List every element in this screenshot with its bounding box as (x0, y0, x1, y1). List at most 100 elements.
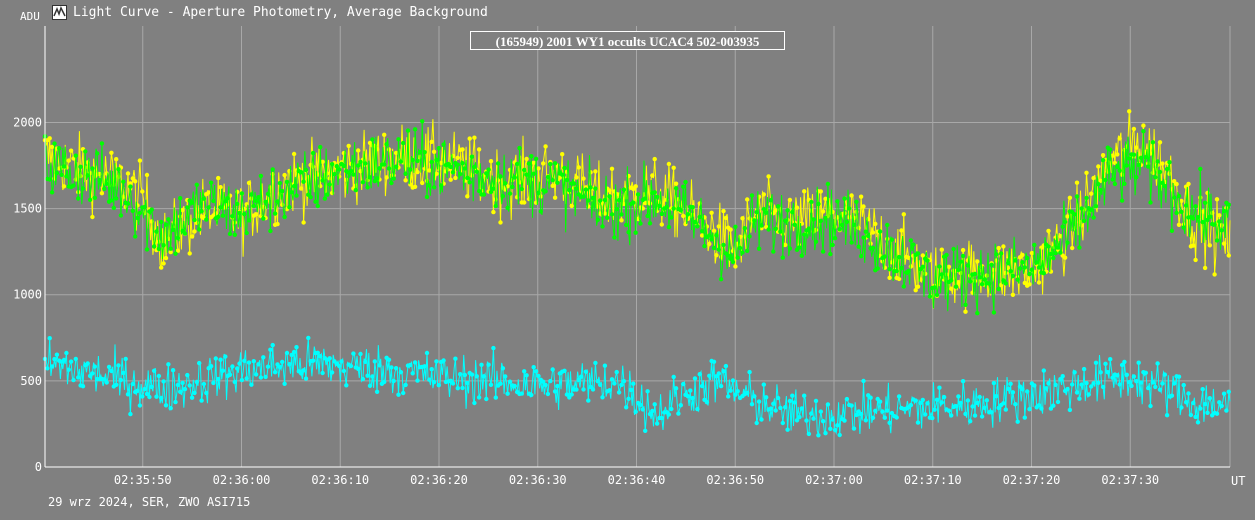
data-point (960, 253, 966, 259)
data-point (315, 203, 320, 209)
data-point (137, 158, 143, 163)
data-point (61, 184, 67, 189)
data-point (1098, 178, 1103, 183)
data-point (1224, 408, 1229, 413)
data-point (1195, 215, 1201, 220)
data-point (1212, 222, 1217, 227)
data-point (1207, 396, 1213, 401)
data-point (1188, 412, 1194, 418)
data-point (548, 161, 553, 167)
data-point (45, 366, 50, 371)
data-point (289, 352, 294, 358)
data-point (118, 377, 124, 383)
y-tick-label: 1000 (13, 288, 42, 302)
data-point (377, 363, 382, 368)
data-point (792, 400, 797, 405)
data-point (474, 374, 479, 379)
data-point (1176, 374, 1182, 379)
data-point (1146, 385, 1151, 391)
data-point (282, 172, 287, 178)
data-point (1051, 403, 1056, 408)
data-point (1105, 370, 1111, 375)
data-point (1110, 153, 1115, 158)
data-point (1219, 403, 1224, 409)
data-point (699, 233, 705, 238)
data-point (211, 198, 216, 204)
data-point (737, 245, 743, 251)
data-point (1072, 370, 1077, 375)
data-point (1091, 381, 1096, 386)
data-point (491, 345, 496, 351)
data-point (204, 390, 209, 396)
data-point (989, 262, 994, 267)
data-point (965, 398, 971, 403)
data-point (1036, 265, 1042, 270)
data-point (503, 374, 508, 379)
data-point (154, 394, 159, 399)
data-point (593, 360, 598, 366)
data-point (356, 366, 361, 372)
data-point (965, 263, 971, 268)
data-point (889, 237, 895, 242)
data-point (766, 174, 771, 179)
data-point (109, 368, 114, 374)
data-point (550, 183, 555, 188)
data-point (284, 179, 290, 185)
data-point (799, 253, 804, 258)
data-point (505, 205, 510, 211)
data-point (593, 186, 598, 191)
data-point (820, 419, 826, 424)
data-point (949, 413, 954, 418)
data-point (711, 359, 717, 364)
data-point (151, 368, 157, 373)
data-point (187, 251, 192, 256)
data-point (227, 231, 233, 237)
data-point (657, 203, 662, 209)
data-point (472, 164, 477, 170)
data-point (766, 227, 771, 232)
data-point (291, 184, 297, 189)
data-point (1119, 172, 1125, 177)
data-point (882, 415, 887, 420)
data-point (121, 179, 126, 184)
x-tick-label: 02:36:50 (706, 473, 764, 487)
data-point (408, 362, 413, 368)
data-point (1162, 184, 1168, 189)
data-point (529, 154, 534, 159)
data-point (1079, 206, 1084, 211)
data-point (531, 365, 536, 370)
data-point (1001, 401, 1006, 406)
data-point (135, 388, 140, 393)
data-point (612, 381, 617, 386)
data-point (740, 250, 745, 255)
data-point (351, 351, 356, 356)
data-point (880, 409, 885, 414)
data-point (949, 278, 954, 283)
data-point (377, 166, 382, 171)
data-point (697, 372, 702, 377)
data-point (128, 181, 133, 186)
data-point (728, 227, 733, 232)
data-point (116, 363, 121, 368)
data-point (208, 364, 214, 369)
data-point (472, 400, 477, 406)
data-point (775, 204, 781, 209)
data-point (683, 179, 688, 185)
data-point (258, 375, 264, 380)
data-point (422, 150, 427, 155)
data-point (595, 217, 600, 222)
data-point (453, 356, 458, 361)
data-point (287, 205, 292, 210)
data-point (422, 364, 427, 369)
data-point (863, 229, 868, 234)
data-point (372, 359, 377, 364)
data-point (607, 194, 612, 199)
data-point (920, 253, 925, 258)
data-point (868, 395, 873, 400)
data-point (47, 136, 52, 141)
data-point (272, 211, 278, 216)
data-point (631, 200, 636, 205)
data-point (621, 187, 627, 192)
data-point (161, 243, 166, 248)
data-point (408, 167, 413, 172)
